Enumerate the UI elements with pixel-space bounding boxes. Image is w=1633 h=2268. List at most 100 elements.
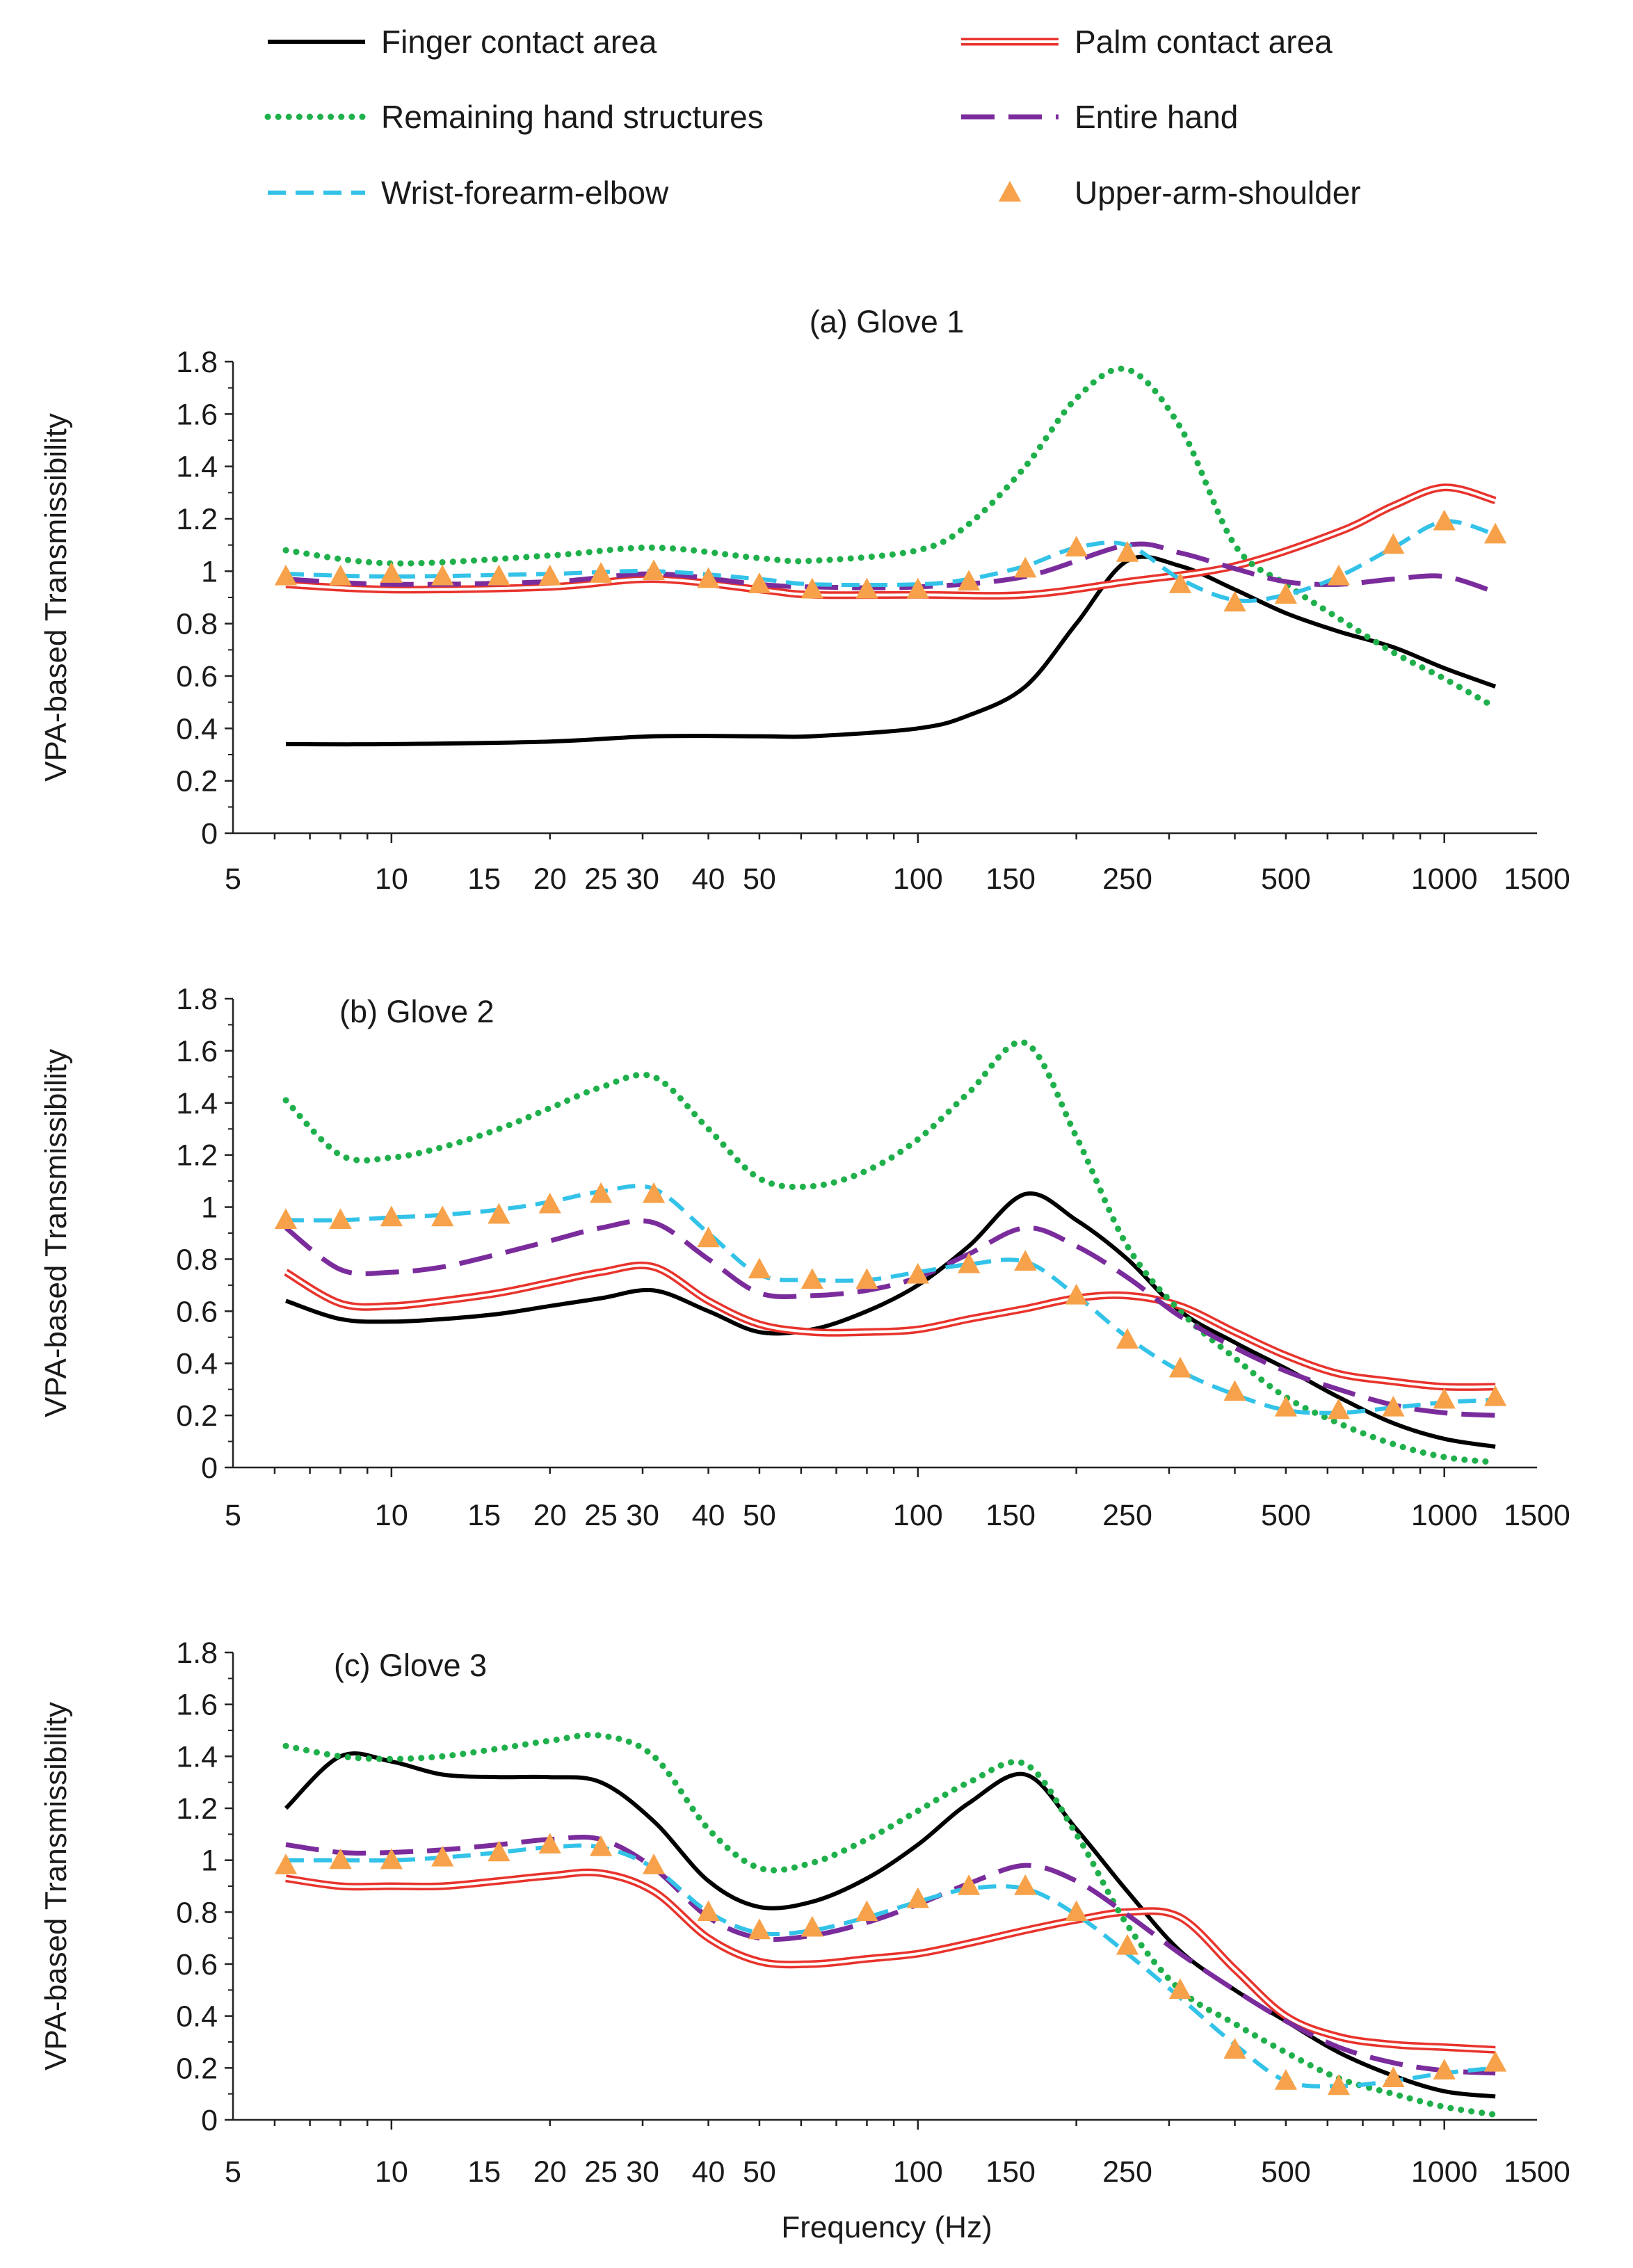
data-point-upper xyxy=(642,1182,666,1203)
series-remaining xyxy=(282,1732,1499,2118)
y-tick-label: 0.6 xyxy=(176,1948,218,1981)
x-tick-label: 5 xyxy=(225,862,241,896)
data-point-upper xyxy=(801,1915,824,1937)
y-tick-label: 1.4 xyxy=(176,1087,218,1120)
legend-item-upper: Upper-arm-shoulder xyxy=(998,175,1361,211)
data-point-upper xyxy=(1382,533,1405,554)
x-tick-label: 100 xyxy=(893,1499,943,1532)
data-point-upper xyxy=(380,1205,403,1227)
legend-marker-upper xyxy=(998,181,1022,202)
x-tick-label: 500 xyxy=(1261,1499,1311,1532)
series-wrist xyxy=(285,519,1496,603)
x-tick-label: 250 xyxy=(1102,2155,1152,2189)
data-point-upper xyxy=(1223,2038,1246,2059)
data-point-upper xyxy=(589,1835,613,1856)
y-tick-label: 0 xyxy=(201,817,218,851)
data-point-upper xyxy=(748,1918,771,1940)
x-tick-label: 30 xyxy=(626,2155,659,2189)
data-point-upper xyxy=(1274,583,1298,604)
series-entire xyxy=(285,541,1497,595)
series-finger xyxy=(284,1751,1496,2099)
x-tick-label: 15 xyxy=(467,2155,501,2189)
data-point-upper xyxy=(906,1262,929,1284)
y-tick-label: 1.6 xyxy=(176,1689,218,1722)
y-tick-label: 0.2 xyxy=(176,1399,218,1433)
data-point-upper xyxy=(1116,1328,1139,1349)
data-point-upper xyxy=(589,1182,613,1203)
y-tick-label: 1.8 xyxy=(176,983,218,1016)
x-tick-label: 1000 xyxy=(1411,2155,1478,2189)
y-tick-label: 0 xyxy=(201,1451,218,1485)
series-remaining xyxy=(282,1038,1499,1465)
x-tick-label: 500 xyxy=(1261,2155,1311,2189)
y-tick-label: 0.2 xyxy=(176,2052,218,2085)
data-point-upper xyxy=(855,577,878,599)
data-point-upper xyxy=(1168,1978,1192,2000)
panel-title: (a) Glove 1 xyxy=(810,304,965,339)
data-point-upper xyxy=(1483,2050,1507,2072)
y-tick-label: 0.8 xyxy=(176,608,218,641)
x-tick-label: 25 xyxy=(584,2155,618,2189)
data-point-upper xyxy=(329,564,352,586)
y-tick-label: 0.2 xyxy=(176,765,218,798)
x-tick-label: 30 xyxy=(626,862,659,896)
data-point-upper xyxy=(642,559,666,581)
x-tick-label: 1000 xyxy=(1411,1499,1478,1532)
x-tick-label: 1500 xyxy=(1504,862,1570,896)
x-tick-label: 150 xyxy=(986,1499,1036,1532)
data-point-upper xyxy=(431,564,454,586)
x-tick-label: 10 xyxy=(375,862,408,896)
data-point-upper xyxy=(589,562,613,583)
y-tick-label: 0 xyxy=(201,2104,218,2137)
data-point-upper xyxy=(748,1257,771,1279)
legend-item-finger: Finger contact area xyxy=(268,24,657,60)
series-palm xyxy=(284,1261,1496,1391)
data-point-upper xyxy=(957,570,981,591)
legend-label-upper: Upper-arm-shoulder xyxy=(1075,175,1361,211)
legend-item-palm: Palm contact area xyxy=(961,24,1333,60)
data-point-upper xyxy=(538,1833,561,1854)
data-point-upper xyxy=(274,1208,298,1230)
y-tick-label: 0.6 xyxy=(176,660,218,693)
series-palm-inner xyxy=(285,485,1496,597)
data-point-upper xyxy=(1483,522,1507,544)
data-point-upper xyxy=(431,1845,454,1867)
x-tick-label: 50 xyxy=(743,1499,776,1532)
data-point-upper xyxy=(380,562,403,583)
y-tick-label: 1.2 xyxy=(176,1139,218,1173)
series-upper xyxy=(274,1833,1507,2096)
legend-label-remaining: Remaining hand structures xyxy=(381,99,764,135)
data-point-upper xyxy=(488,1203,510,1224)
data-point-upper xyxy=(1382,2066,1405,2088)
data-point-upper xyxy=(1274,1395,1298,1417)
data-point-upper xyxy=(538,1192,561,1214)
data-point-upper xyxy=(906,577,929,599)
y-tick-label: 1.8 xyxy=(176,1636,218,1670)
x-tick-label: 15 xyxy=(467,1499,501,1532)
data-point-upper xyxy=(855,1900,878,1922)
data-point-upper xyxy=(1065,1900,1088,1922)
data-point-upper xyxy=(697,1900,720,1922)
legend-label-palm: Palm contact area xyxy=(1075,24,1333,60)
x-tick-label: 150 xyxy=(986,862,1036,896)
data-point-upper xyxy=(329,1208,352,1230)
series-palm-inner xyxy=(285,1871,1496,2052)
data-point-upper xyxy=(1168,1356,1192,1378)
y-tick-label: 0.8 xyxy=(176,1896,218,1929)
x-tick-label: 5 xyxy=(225,1499,241,1532)
y-tick-label: 1 xyxy=(201,1844,218,1878)
data-point-upper xyxy=(1327,564,1350,586)
x-tick-label: 250 xyxy=(1102,862,1152,896)
data-point-upper xyxy=(1065,1283,1088,1305)
x-tick-label: 30 xyxy=(626,1499,659,1532)
series-entire xyxy=(284,1218,1496,1418)
series-palm xyxy=(285,1868,1496,2054)
data-point-upper xyxy=(274,1853,298,1874)
data-point-upper xyxy=(1116,1933,1139,1955)
y-axis-title: VPA-based Transmissibility xyxy=(39,1702,73,2070)
y-axis-title: VPA-based Transmissibility xyxy=(39,413,73,782)
x-tick-label: 40 xyxy=(692,2155,725,2189)
x-tick-label: 500 xyxy=(1261,862,1311,896)
panel-title: (c) Glove 3 xyxy=(334,1648,487,1683)
data-point-upper xyxy=(697,1226,720,1248)
